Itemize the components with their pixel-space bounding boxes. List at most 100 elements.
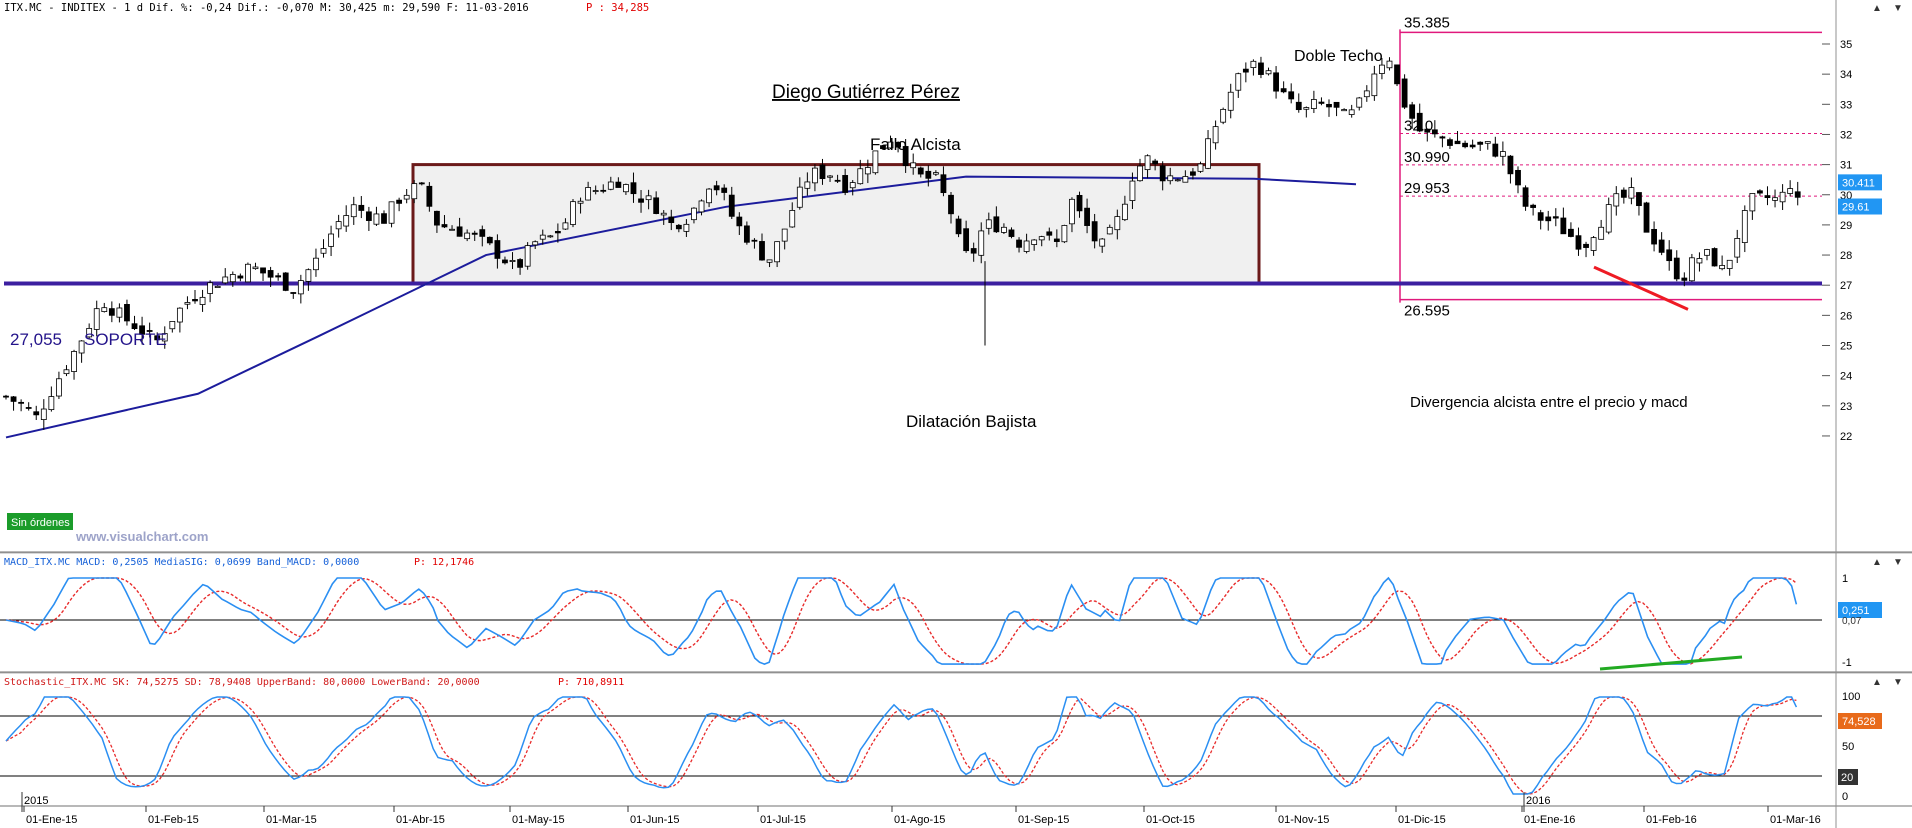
candle-body xyxy=(1515,169,1521,186)
scroll-down-icon[interactable]: ▼ xyxy=(1893,3,1903,14)
x-tick-label: 01-Jun-15 xyxy=(630,814,680,826)
candle-body xyxy=(169,320,176,330)
candle-body xyxy=(1205,138,1211,169)
stoch-d-line xyxy=(5,696,1797,795)
candle-body xyxy=(1590,237,1597,251)
x-tick-label: 01-Ene-15 xyxy=(26,814,77,826)
candle-body xyxy=(789,210,796,228)
candle-body xyxy=(350,204,357,218)
candle-body xyxy=(1242,68,1249,73)
candle-body xyxy=(237,275,244,279)
candle-body xyxy=(615,181,622,188)
macd-tick-label: -1 xyxy=(1842,657,1852,669)
candle-body xyxy=(857,168,864,185)
candle-body xyxy=(842,175,849,193)
macd-header: MACD_ITX.MC MACD: 0,2505 MediaSIG: 0,069… xyxy=(4,557,359,568)
candle-body xyxy=(1583,243,1589,248)
candle-body xyxy=(834,179,841,182)
fib-level-label: 29.953 xyxy=(1404,180,1450,197)
candle-body xyxy=(660,212,667,216)
candle-body xyxy=(963,228,970,252)
candle-body xyxy=(1560,217,1567,235)
candle-body xyxy=(101,307,108,312)
candle-body xyxy=(925,170,932,179)
candle-body xyxy=(570,201,576,225)
candle-body xyxy=(638,198,644,203)
macd-scroll-up-icon[interactable]: ▲ xyxy=(1872,557,1882,568)
candle-body xyxy=(214,285,221,289)
candle-body xyxy=(1258,62,1264,75)
candle-body xyxy=(978,230,985,256)
candle-body xyxy=(328,233,334,247)
candle-body xyxy=(721,187,728,193)
stoch-tick-label: 0 xyxy=(1842,791,1848,803)
candle-body xyxy=(290,292,297,294)
candle-body xyxy=(1719,265,1726,270)
stoch-band-label: 20 xyxy=(1841,772,1853,784)
candle-body xyxy=(706,188,712,204)
candle-body xyxy=(403,194,410,200)
candle-body xyxy=(1016,239,1022,248)
candle-body xyxy=(456,226,463,237)
candle-body xyxy=(1499,151,1506,157)
soporte-label: SOPORTE xyxy=(84,330,167,349)
candle-body xyxy=(774,241,781,263)
candle-body xyxy=(1469,144,1476,148)
candle-body xyxy=(1439,136,1446,139)
candle-body xyxy=(275,275,282,278)
candle-body xyxy=(1568,228,1574,237)
macd-signal-line xyxy=(5,577,1797,665)
candle-body xyxy=(1605,204,1612,233)
candle-body xyxy=(358,204,365,211)
candle-body xyxy=(1031,239,1038,245)
scroll-up-icon[interactable]: ▲ xyxy=(1872,3,1882,14)
divergencia-annotation: Divergencia alcista entre el precio y ma… xyxy=(1410,394,1688,411)
candle-body xyxy=(1492,143,1499,157)
soporte-value-label: 27,055 xyxy=(10,330,62,349)
candle-body xyxy=(494,240,501,259)
macd-scroll-down-icon[interactable]: ▼ xyxy=(1893,557,1903,568)
candle-body xyxy=(585,187,592,201)
candle-body xyxy=(48,396,55,411)
stoch-scroll-up-icon[interactable]: ▲ xyxy=(1872,677,1882,688)
candle-body xyxy=(479,229,486,237)
candle-body xyxy=(736,216,743,227)
candle-body xyxy=(1575,235,1582,250)
candle-body xyxy=(827,175,833,178)
price-tick-label: 29 xyxy=(1840,220,1852,232)
chart-header-p-value: P : 34,285 xyxy=(586,2,649,14)
x-tick-label: 01-Ene-16 xyxy=(1524,814,1575,826)
candle-body xyxy=(940,174,947,194)
candle-body xyxy=(607,181,614,190)
watermark: www.visualchart.com xyxy=(75,529,208,544)
candle-body xyxy=(10,396,17,402)
stoch-header: Stochastic_ITX.MC SK: 74,5275 SD: 78,940… xyxy=(4,677,480,688)
candle-body xyxy=(365,211,372,221)
candle-body xyxy=(1749,193,1756,212)
candle-body xyxy=(161,333,168,342)
candle-body xyxy=(524,245,531,267)
candle-body xyxy=(1091,221,1098,242)
candle-body xyxy=(630,182,637,195)
candle-body xyxy=(554,231,561,234)
candle-body xyxy=(1628,187,1635,199)
candle-body xyxy=(1265,70,1272,75)
x-tick-label: 01-Feb-15 xyxy=(148,814,199,826)
fib-level-label: 30.990 xyxy=(1404,149,1450,166)
x-tick-label: 01-Sep-15 xyxy=(1018,814,1069,826)
candle-body xyxy=(1273,72,1279,92)
stoch-scroll-down-icon[interactable]: ▼ xyxy=(1893,677,1903,688)
candle-body xyxy=(1001,226,1007,233)
candle-body xyxy=(1371,73,1378,97)
candle-body xyxy=(955,218,962,235)
dilatacion-annotation: Dilatación Bajista xyxy=(906,412,1037,431)
candle-body xyxy=(411,183,418,200)
stoch-k-line xyxy=(5,696,1798,795)
candle-body xyxy=(1174,179,1181,182)
candle-body xyxy=(1620,189,1627,198)
x-tick-label: 01-Nov-15 xyxy=(1278,814,1329,826)
candle-body xyxy=(698,200,705,213)
price-tick-label: 25 xyxy=(1840,341,1852,353)
